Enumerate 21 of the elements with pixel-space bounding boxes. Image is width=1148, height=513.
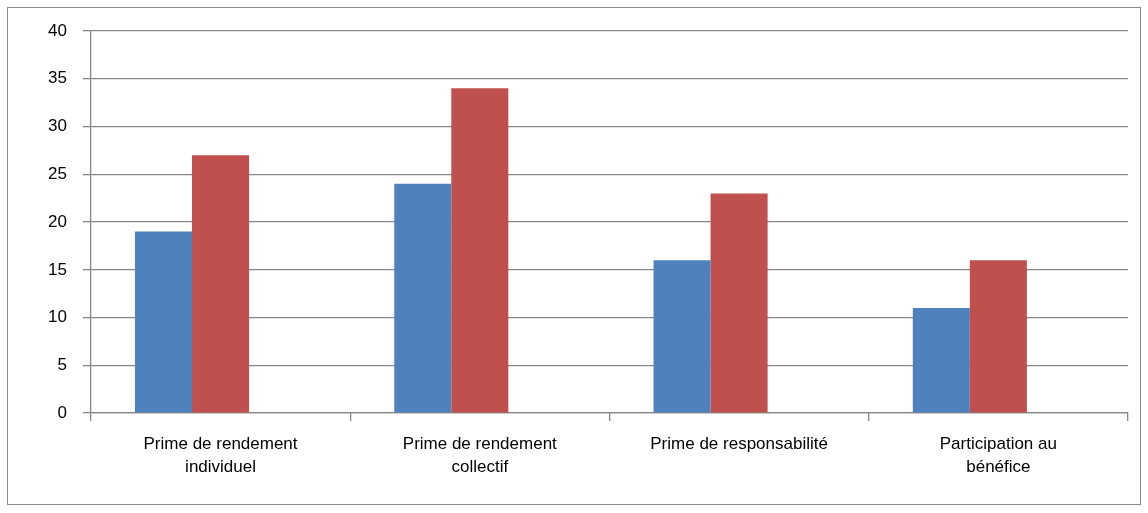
y-tick-label: 15 [47,259,67,279]
y-tick-label: 35 [47,68,67,88]
bar [912,308,970,413]
x-tick-label: Prime de rendement individuel [143,434,298,477]
bar [969,260,1027,413]
x-tick-label: Prime de responsabilité [650,434,828,454]
bar [192,155,250,413]
bar [710,193,768,413]
y-tick-label: 5 [57,355,67,375]
bar [134,231,193,413]
y-tick-label: 10 [47,307,67,327]
y-tick-label: 30 [47,116,67,136]
x-tick-label: Participation au bénéfice [939,434,1057,477]
y-tick-label: 40 [47,20,67,40]
y-tick-label: 25 [47,163,67,183]
bar [394,183,452,413]
y-tick-label: 20 [47,211,67,231]
y-tick-label: 0 [57,402,67,422]
bar [653,260,711,413]
x-tick-label: Prime de rendement collectif [402,434,558,477]
bar [451,88,509,413]
